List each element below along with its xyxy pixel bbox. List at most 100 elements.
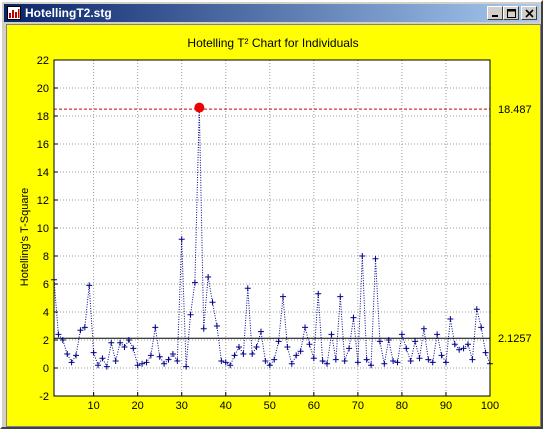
data-point [429,359,436,366]
center-label: 2.1257 [498,333,532,345]
y-tick-label: 12 [37,195,49,207]
data-point [420,325,427,332]
data-point [59,337,66,343]
data-point [169,351,176,357]
chart-panel: Hotelling T² Chart for Individuals Hotel… [6,24,541,427]
data-point [77,327,84,334]
data-point [183,363,190,370]
y-tick-label: 20 [37,83,49,95]
data-point [156,353,163,360]
data-point [350,314,357,321]
data-point [231,352,238,359]
y-tick-label: 18 [37,111,49,123]
series-line [53,107,491,369]
x-tick-label: 90 [440,400,452,412]
data-point [460,345,467,352]
y-tick-label: 10 [37,223,49,235]
y-tick-label: -2 [39,391,49,403]
data-point [271,356,278,363]
data-point [302,324,309,331]
data-point [363,356,370,363]
y-axis-label: Hotelling's T-Square [19,188,31,287]
x-tick-label: 40 [220,400,232,412]
data-point [218,358,225,364]
data-point [354,359,361,366]
data-point [134,362,141,369]
chart-title: Hotelling T² Chart for Individuals [187,36,358,50]
x-tick-label: 20 [132,400,144,412]
data-point [139,360,146,367]
data-point [394,359,401,366]
data-point [112,358,119,364]
minimize-button[interactable] [487,6,503,20]
data-point [464,341,471,348]
data-point [117,339,124,346]
data-point [253,344,260,350]
data-point [262,358,269,364]
data-point [209,299,216,306]
data-point [368,362,375,369]
data-point [310,355,317,362]
data-point [288,360,295,367]
data-point [412,338,419,345]
data-point [165,356,172,363]
data-point [174,358,181,364]
data-point [385,337,392,343]
data-point [376,338,383,345]
data-point [55,331,62,338]
data-point [275,338,282,345]
y-tick-label: 4 [43,307,49,319]
hotelling-chart: Hotelling T² Chart for Individuals Hotel… [19,36,532,412]
y-tick-label: 22 [37,55,49,67]
close-button[interactable] [521,6,537,20]
data-point [86,282,93,289]
data-point [81,324,88,331]
data-point [381,360,388,367]
data-point [434,331,441,338]
data-point [240,351,247,357]
data-point [130,345,137,352]
x-tick-label: 30 [176,400,188,412]
y-tick-label: 14 [37,167,49,179]
data-point [90,349,97,356]
x-tick-label: 60 [308,400,320,412]
title-bar[interactable]: HotellingT2.stg [4,4,539,22]
data-point [473,306,480,313]
data-point [315,290,322,297]
maximize-button[interactable] [503,6,519,20]
data-point [64,351,71,357]
data-point [297,348,304,355]
data-point [306,341,313,348]
data-point [257,328,264,335]
data-point [341,358,348,364]
data-point [328,331,335,338]
data-point [200,325,207,332]
chart-document-icon [7,6,21,20]
data-point [337,293,344,300]
y-tick-label: 0 [43,363,49,375]
ucl-label: 18.487 [498,104,532,116]
data-point [227,362,234,369]
data-point [187,311,194,318]
data-point [266,362,273,369]
data-point [213,323,220,329]
data-point [442,359,449,366]
y-tick-label: 6 [43,279,49,291]
x-tick-label: 70 [352,400,364,412]
data-point [147,352,154,359]
window-title: HotellingT2.stg [25,6,112,20]
data-point [191,279,198,286]
data-point [359,253,366,259]
data-point [319,358,326,364]
data-point [108,339,115,346]
plot-area [54,60,490,396]
data-point [178,236,185,243]
data-point [244,285,251,292]
data-point [447,316,454,322]
y-tick-label: 8 [43,251,49,263]
x-tick-label: 10 [88,400,100,412]
data-point [403,345,410,352]
data-point [346,345,353,352]
data-point [125,337,132,343]
data-point [95,362,102,369]
